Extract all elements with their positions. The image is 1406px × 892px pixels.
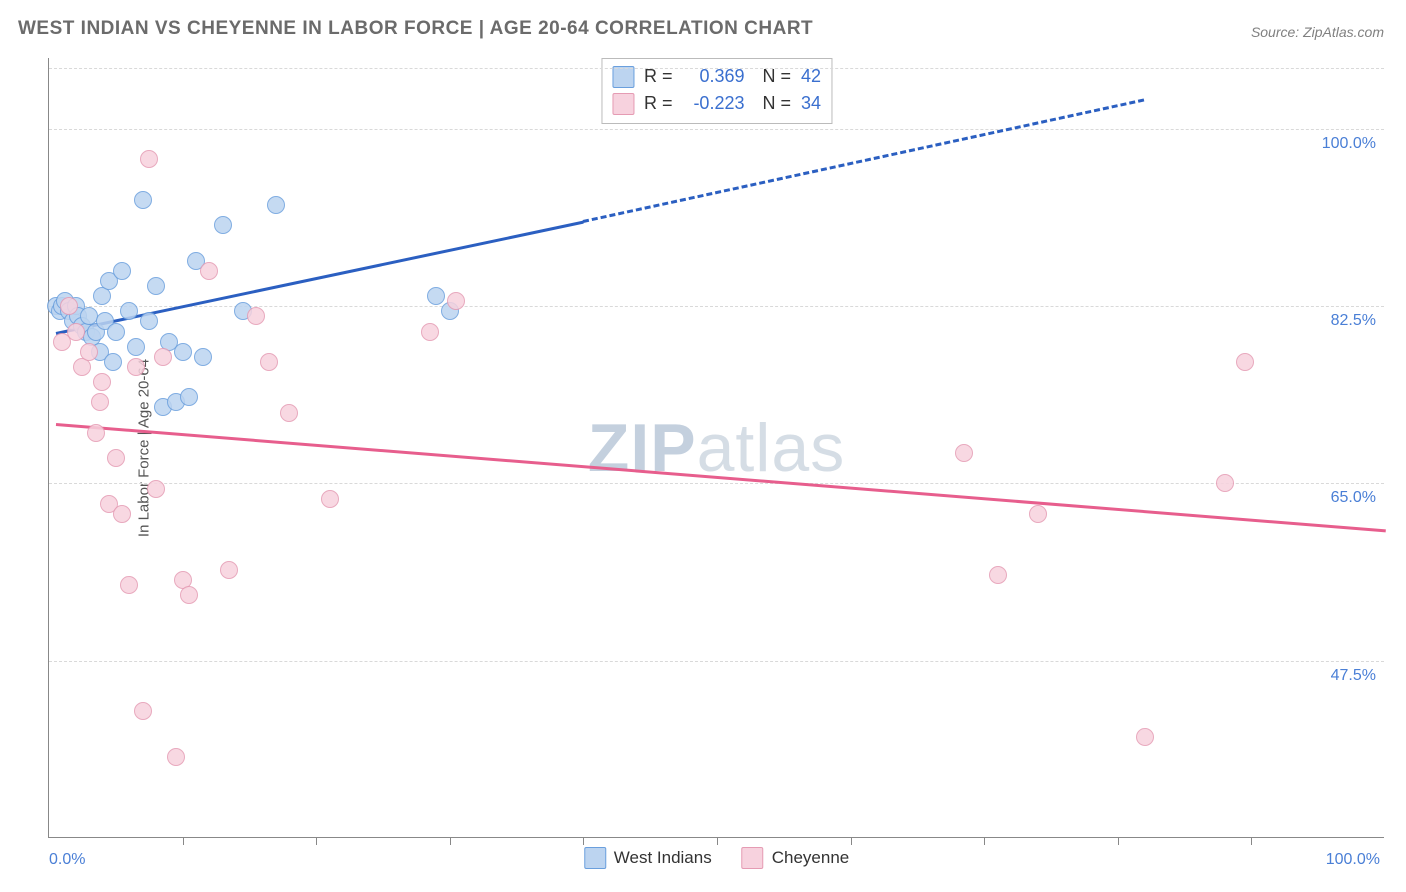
y-tick-label: 47.5% [1331, 667, 1376, 685]
r-label: R = [644, 63, 673, 90]
x-tick [316, 837, 317, 845]
data-point [104, 353, 122, 371]
data-point [427, 287, 445, 305]
data-point [134, 702, 152, 720]
data-point [247, 307, 265, 325]
y-tick-label: 100.0% [1322, 135, 1376, 153]
data-point [154, 348, 172, 366]
data-point [140, 150, 158, 168]
x-tick [183, 837, 184, 845]
data-point [321, 490, 339, 508]
data-point [421, 323, 439, 341]
data-point [1136, 728, 1154, 746]
y-axis-label: In Labor Force | Age 20-64 [136, 358, 153, 536]
data-point [87, 424, 105, 442]
plot-area: In Labor Force | Age 20-64 ZIPatlas R = 0… [48, 58, 1384, 838]
data-point [267, 196, 285, 214]
watermark-atlas: atlas [697, 410, 846, 486]
r-legend-row: R = 0.369 N = 42 [612, 63, 821, 90]
data-point [200, 262, 218, 280]
data-point [955, 444, 973, 462]
data-point [447, 292, 465, 310]
data-point [1216, 474, 1234, 492]
data-point [174, 343, 192, 361]
x-tick-label: 100.0% [1326, 851, 1380, 869]
legend-swatch [612, 93, 634, 115]
n-label: N = [762, 63, 791, 90]
y-tick-label: 65.0% [1331, 489, 1376, 507]
correlation-chart: WEST INDIAN VS CHEYENNE IN LABOR FORCE |… [0, 0, 1406, 892]
data-point [91, 393, 109, 411]
legend-label: West Indians [614, 848, 712, 868]
data-point [60, 297, 78, 315]
data-point [53, 333, 71, 351]
data-point [134, 191, 152, 209]
chart-source: Source: ZipAtlas.com [1251, 24, 1384, 40]
n-label: N = [762, 90, 791, 117]
r-legend-row: R = -0.223 N = 34 [612, 90, 821, 117]
data-point [127, 358, 145, 376]
data-point [989, 566, 1007, 584]
data-point [167, 748, 185, 766]
gridline-h [49, 129, 1384, 130]
data-point [280, 404, 298, 422]
data-point [120, 576, 138, 594]
x-tick-label: 0.0% [49, 851, 85, 869]
data-point [180, 586, 198, 604]
legend-item: West Indians [584, 847, 712, 869]
data-point [260, 353, 278, 371]
data-point [127, 338, 145, 356]
data-point [113, 262, 131, 280]
data-point [80, 343, 98, 361]
data-point [1236, 353, 1254, 371]
n-value: 34 [801, 90, 821, 117]
r-label: R = [644, 90, 673, 117]
legend-swatch [742, 847, 764, 869]
x-tick [1251, 837, 1252, 845]
data-point [194, 348, 212, 366]
trend-line [56, 423, 1386, 532]
chart-title: WEST INDIAN VS CHEYENNE IN LABOR FORCE |… [18, 18, 813, 40]
legend-swatch [584, 847, 606, 869]
data-point [1029, 505, 1047, 523]
data-point [147, 480, 165, 498]
watermark: ZIPatlas [588, 409, 845, 487]
x-tick [851, 837, 852, 845]
data-point [107, 449, 125, 467]
legend-label: Cheyenne [772, 848, 850, 868]
gridline-h [49, 483, 1384, 484]
data-point [147, 277, 165, 295]
data-point [180, 388, 198, 406]
x-tick [1118, 837, 1119, 845]
n-value: 42 [801, 63, 821, 90]
gridline-h [49, 68, 1384, 69]
x-tick [583, 837, 584, 845]
data-point [113, 505, 131, 523]
data-point [120, 302, 138, 320]
data-point [107, 323, 125, 341]
x-tick [984, 837, 985, 845]
r-value: -0.223 [682, 90, 744, 117]
data-point [140, 312, 158, 330]
data-point [93, 373, 111, 391]
r-value: 0.369 [682, 63, 744, 90]
data-point [214, 216, 232, 234]
gridline-h [49, 661, 1384, 662]
x-tick [717, 837, 718, 845]
legend-item: Cheyenne [742, 847, 850, 869]
data-point [220, 561, 238, 579]
series-legend: West Indians Cheyenne [584, 847, 849, 869]
x-tick [450, 837, 451, 845]
y-tick-label: 82.5% [1331, 312, 1376, 330]
